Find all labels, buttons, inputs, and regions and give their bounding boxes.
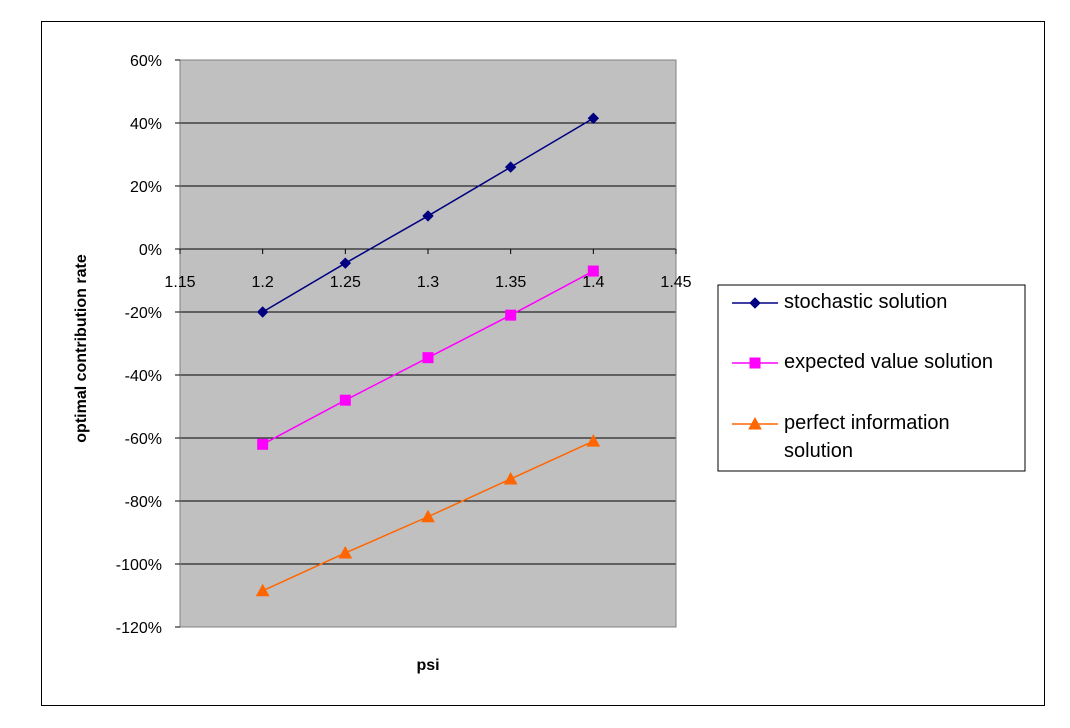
y-axis-title: optimal contribution rate (73, 254, 90, 443)
y-tick-label: -100% (116, 557, 162, 574)
data-point (339, 257, 352, 269)
series-1 (257, 265, 599, 450)
data-point (422, 210, 434, 222)
x-tick-label: 1.35 (495, 274, 526, 291)
data-point (504, 161, 517, 173)
legend-marker (749, 357, 761, 369)
data-point (339, 394, 351, 406)
legend-label: perfect information solution (784, 412, 950, 462)
y-tick-label: -40% (125, 368, 162, 385)
axes (175, 59, 677, 628)
y-tick-label: 0% (139, 242, 162, 259)
x-axis-title: psi (416, 657, 439, 674)
y-tick-label: -120% (116, 620, 162, 637)
y-tick-label: -20% (125, 305, 162, 322)
legend-label: expected value solution (784, 351, 993, 373)
y-tick-label: 20% (130, 179, 162, 196)
data-point (256, 306, 269, 318)
data-point (587, 112, 600, 124)
legend-item: stochastic solution (732, 291, 947, 313)
y-tick-label: 40% (130, 116, 162, 133)
y-tick-labels: 60% 40% 20% 0% -20% -40% -60% -80% -100% -120% (116, 53, 162, 637)
data-point (421, 509, 435, 523)
plot-area (180, 60, 676, 627)
legend: stochastic solution expected value soluti… (717, 284, 1026, 472)
series-2 (255, 434, 601, 597)
series-0 (256, 112, 600, 318)
x-tick-labels: 1.15 1.2 1.25 1.3 1.35 1.4 1.45 (164, 274, 691, 291)
data-point (587, 265, 599, 277)
x-tick-label: 1.25 (330, 274, 361, 291)
y-tick-label: -60% (125, 431, 162, 448)
data-point (338, 545, 353, 559)
data-point (503, 471, 518, 485)
x-tick-label: 1.4 (582, 274, 604, 291)
data-point (505, 309, 517, 321)
y-tick-label: -80% (125, 494, 162, 511)
series-layer (255, 112, 601, 597)
data-point (255, 583, 270, 597)
legend-marker (749, 297, 761, 309)
legend-marker (748, 416, 762, 430)
y-tick-label: 60% (130, 53, 162, 70)
x-tick-label: 1.15 (164, 274, 195, 291)
data-point (586, 434, 601, 447)
legend-item: perfect information solution (732, 412, 950, 462)
legend-label: stochastic solution (784, 291, 947, 313)
legend-box (717, 284, 1026, 472)
data-point (257, 438, 269, 450)
plot-border (179, 59, 677, 628)
data-point (422, 352, 434, 364)
x-tick-label: 1.3 (417, 274, 439, 291)
legend-item: expected value solution (732, 351, 993, 373)
x-tick-label: 1.45 (660, 274, 691, 291)
x-tick-label: 1.2 (252, 274, 274, 291)
